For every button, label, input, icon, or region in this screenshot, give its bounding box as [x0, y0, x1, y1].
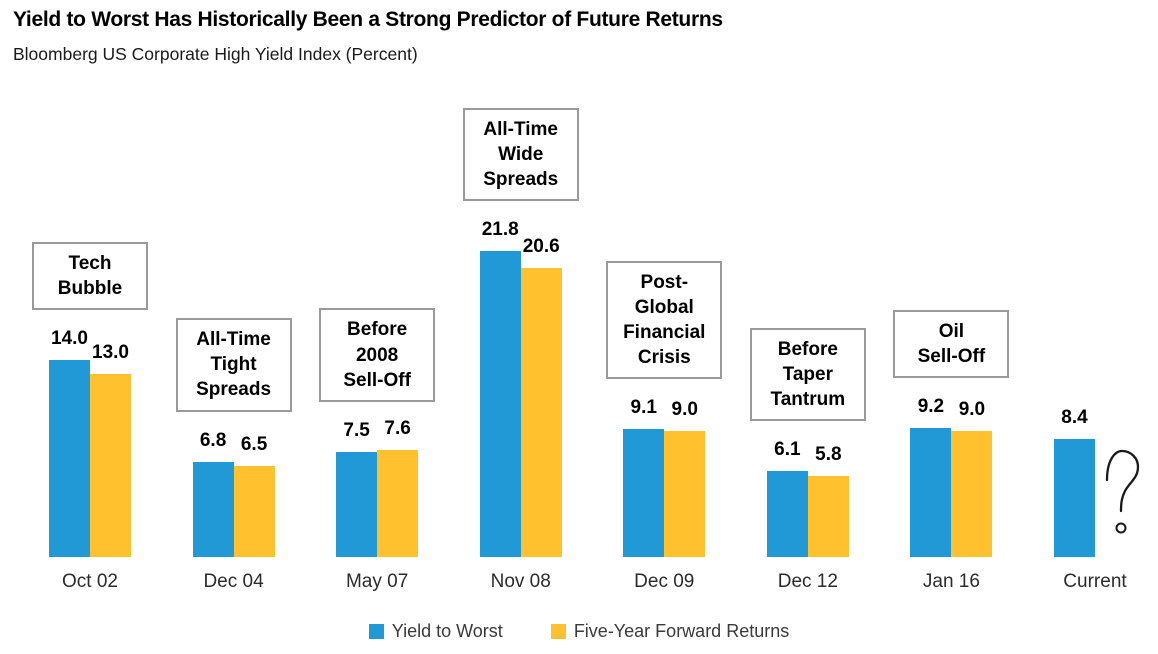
annotation-line: All-Time — [196, 329, 271, 351]
legend: Yield to Worst Five-Year Forward Returns — [0, 621, 1158, 642]
legend-item-forward-returns: Five-Year Forward Returns — [550, 621, 790, 642]
bar-forward-returns — [807, 475, 849, 557]
value-label: 9.2 — [917, 395, 945, 417]
annotation-box: All-Time Wide Spreads — [462, 107, 579, 201]
bar-forward-returns — [90, 374, 131, 557]
annotation-line: Before — [777, 339, 838, 361]
bar-forward-returns — [664, 430, 706, 557]
x-axis-label: May 07 — [345, 571, 409, 592]
value-label: 6.5 — [240, 433, 268, 455]
value-label: 9.1 — [630, 397, 657, 419]
annotation-box: Before Taper Tantrum — [749, 328, 866, 422]
annotation-line: All-Time — [483, 118, 558, 140]
bar-yield-to-worst — [623, 429, 665, 557]
value-label: 8.4 — [1061, 407, 1088, 429]
bar-yield-to-worst — [49, 360, 90, 557]
bar-yield-to-worst — [1053, 439, 1095, 557]
annotation-line: Tight — [210, 354, 257, 376]
annotation-line: Oil — [938, 320, 965, 342]
value-label: 6.8 — [199, 429, 227, 451]
annotation-line: Crisis — [637, 347, 691, 369]
annotation-line: Financial — [623, 322, 706, 344]
page-title: Yield to Worst Has Historically Been a S… — [13, 8, 723, 31]
annotation-line: Global — [634, 297, 694, 319]
value-label: 21.8 — [481, 218, 519, 240]
bar-yield-to-worst — [192, 461, 234, 557]
value-label: 9.0 — [671, 398, 698, 420]
annotation-line: Taper — [782, 364, 834, 386]
legend-label-yield-to-worst: Yield to Worst — [391, 621, 503, 641]
bar-forward-returns — [377, 450, 419, 557]
value-label: 7.5 — [343, 419, 370, 441]
x-axis-label: Current — [1063, 571, 1127, 592]
bar-yield-to-worst — [336, 451, 378, 557]
annotation-line: Tech — [68, 253, 112, 275]
value-label: 14.0 — [51, 328, 88, 350]
annotation-line: Sell-Off — [343, 369, 411, 391]
annotation-line: Spreads — [196, 379, 272, 401]
value-label: 20.6 — [522, 235, 560, 257]
bar-yield-to-worst — [910, 427, 952, 557]
value-label: 5.8 — [815, 443, 842, 465]
legend-label-forward-returns: Five-Year Forward Returns — [573, 621, 790, 641]
annotation-box: Oil Sell-Off — [893, 309, 1010, 378]
x-axis-label: Dec 04 — [203, 571, 264, 592]
annotation-box: Before 2008 Sell-Off — [319, 308, 436, 402]
x-axis-label: Dec 12 — [777, 571, 838, 592]
bar-forward-returns — [520, 267, 562, 557]
annotation-line: Sell-Off — [917, 345, 986, 367]
bar-yield-to-worst — [766, 471, 808, 557]
x-axis-label: Nov 08 — [490, 571, 551, 592]
annotation-line: Bubble — [57, 278, 123, 300]
value-label: 7.6 — [384, 418, 411, 440]
bar-forward-returns — [951, 430, 993, 557]
value-label: 6.1 — [774, 439, 801, 461]
annotation-line: Wide — [498, 143, 544, 165]
annotation-line: Tantrum — [770, 389, 846, 411]
annotation-box: Tech Bubble — [32, 242, 148, 311]
question-mark-icon — [1105, 449, 1140, 534]
legend-swatch-yellow-icon — [550, 624, 566, 639]
annotation-box: All-Time Tight Spreads — [175, 318, 292, 412]
value-label: 13.0 — [92, 342, 129, 364]
value-label: 9.0 — [958, 398, 986, 420]
legend-item-yield-to-worst: Yield to Worst — [368, 621, 503, 642]
chart-subtitle: Bloomberg US Corporate High Yield Index … — [13, 44, 418, 64]
bar-yield-to-worst — [479, 250, 521, 557]
annotation-line: Before — [347, 319, 408, 341]
x-axis-label: Dec 09 — [634, 571, 695, 592]
annotation-box: Post- Global Financial Crisis — [606, 260, 723, 380]
x-axis-label: Jan 16 — [922, 571, 980, 592]
annotation-line: 2008 — [355, 344, 399, 366]
annotation-line: Post- — [640, 271, 689, 293]
x-axis-label: Oct 02 — [62, 571, 118, 592]
legend-swatch-blue-icon — [368, 624, 384, 639]
bar-forward-returns — [233, 465, 275, 557]
annotation-line: Spreads — [483, 168, 559, 190]
